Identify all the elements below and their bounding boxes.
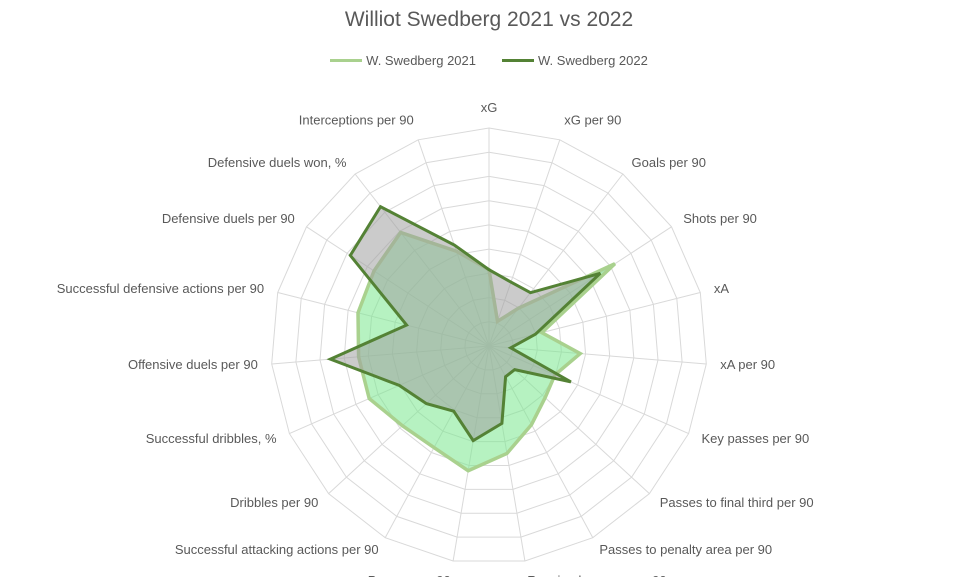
series-area-2022 [326,204,602,443]
axis-label: Interceptions per 90 [299,113,414,128]
legend-label-2022: W. Swedberg 2022 [538,53,648,68]
grid-ring [295,151,683,538]
axis-label: Shots per 90 [683,211,757,226]
axis-label: xG [481,100,498,115]
chart-title: Williot Swedberg 2021 vs 2022 [344,8,634,31]
axis-label: xA per 90 [720,357,775,372]
grid-ring [319,175,659,514]
axis-label: Goals per 90 [632,155,706,170]
grid-ring [271,127,707,562]
axis-label: Successful dribbles, % [146,431,277,446]
axis-label: Passes to final third per 90 [660,495,814,510]
axis-label: Received passes per 90 [527,573,666,577]
legend-swatch-2021 [330,59,363,62]
legend-swatch-2022 [502,59,534,62]
axis-label: Successful defensive actions per 90 [57,281,264,296]
axis-label: Passes to penalty area per 90 [599,542,772,557]
axis-label: Passes per 90 [368,573,451,577]
axis-label: xG per 90 [564,113,621,128]
axis-label: Offensive duels per 90 [128,357,258,372]
axis-label: Defensive duels won, % [208,155,347,170]
axis-label: Defensive duels per 90 [162,211,295,226]
legend: W. Swedberg 2021 W. Swedberg 2022 [0,53,978,68]
axis-label: Successful attacking actions per 90 [175,542,379,557]
legend-label-2021: W. Swedberg 2021 [366,53,476,68]
axis-label: xA [714,281,730,296]
axis-label: Dribbles per 90 [230,495,318,510]
legend-item-2022: W. Swedberg 2022 [502,53,648,68]
axis-label: Key passes per 90 [702,431,810,446]
legend-item-2021: W. Swedberg 2021 [330,53,476,68]
